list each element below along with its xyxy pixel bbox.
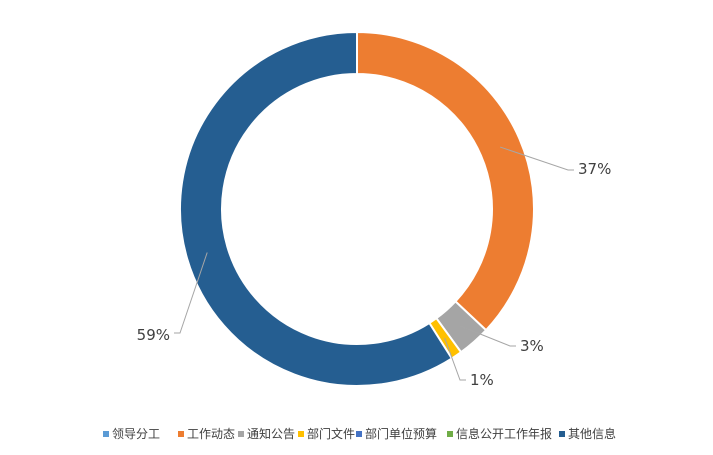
data-labels: 37% 3% 1% 59% bbox=[137, 160, 612, 389]
data-label-7: 59% bbox=[137, 326, 170, 344]
legend-label-7: 其他信息 bbox=[568, 426, 616, 441]
legend-swatch-6 bbox=[447, 431, 453, 437]
data-label-4: 1% bbox=[470, 371, 494, 389]
legend: 领导分工 工作动态 通知公告 部门文件 部门单位预算 信息公开工作年报 其他信息 bbox=[103, 426, 616, 441]
data-label-2: 37% bbox=[578, 160, 611, 178]
legend-item-1: 领导分工 bbox=[103, 427, 160, 441]
legend-item-6: 信息公开工作年报 bbox=[447, 426, 552, 441]
legend-label-4: 部门文件 bbox=[307, 426, 355, 441]
legend-label-5: 部门单位预算 bbox=[365, 426, 437, 441]
legend-swatch-5 bbox=[356, 431, 362, 437]
legend-swatch-7 bbox=[559, 431, 565, 437]
legend-item-2: 工作动态 bbox=[178, 427, 235, 441]
slice-7 bbox=[179, 30, 454, 387]
legend-item-4: 部门文件 bbox=[298, 426, 355, 441]
legend-label-2: 工作动态 bbox=[187, 427, 235, 441]
legend-item-7: 其他信息 bbox=[559, 426, 616, 441]
legend-label-1: 领导分工 bbox=[112, 427, 160, 441]
donut-slices bbox=[179, 30, 535, 387]
legend-label-3: 通知公告 bbox=[247, 427, 295, 441]
leader-line-4 bbox=[444, 337, 466, 381]
legend-item-3: 通知公告 bbox=[238, 427, 295, 441]
leader-lines bbox=[174, 146, 574, 381]
leader-line-2 bbox=[500, 146, 574, 171]
legend-swatch-2 bbox=[178, 431, 184, 437]
legend-swatch-1 bbox=[103, 431, 109, 437]
leader-line-7 bbox=[174, 252, 208, 334]
legend-item-5: 部门单位预算 bbox=[356, 426, 437, 441]
leader-line-3 bbox=[459, 325, 516, 347]
legend-label-6: 信息公开工作年报 bbox=[456, 426, 552, 441]
slice-2 bbox=[356, 30, 535, 332]
data-label-3: 3% bbox=[520, 337, 544, 355]
legend-swatch-4 bbox=[298, 431, 304, 437]
legend-swatch-3 bbox=[238, 431, 244, 437]
